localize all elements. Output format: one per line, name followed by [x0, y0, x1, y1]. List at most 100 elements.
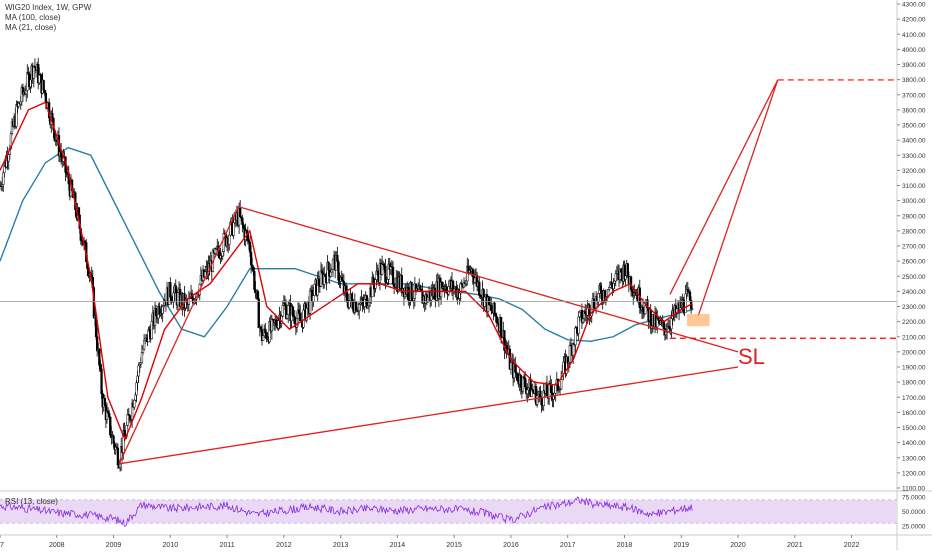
candle-body [232, 222, 235, 236]
candle-body [137, 365, 140, 377]
candle-body [106, 410, 110, 414]
candle-body [109, 416, 112, 436]
candle-body [277, 320, 280, 329]
candle-body [578, 311, 581, 318]
candle-body [42, 79, 45, 91]
candle-body [613, 280, 616, 284]
candle-body [384, 265, 387, 283]
candle-body [346, 292, 349, 303]
candle-body [285, 314, 289, 319]
candle-body [684, 293, 687, 313]
candle-body [584, 311, 587, 314]
candle-body [299, 313, 302, 322]
candle-body [169, 282, 172, 298]
candle-body [495, 316, 498, 323]
rsi-tick-label: 75.0000 [902, 494, 926, 501]
candle-body [545, 383, 549, 396]
candle-body [626, 263, 629, 277]
candle-body [136, 375, 139, 384]
y-tick-label: 2200.00 [902, 319, 926, 326]
candle-body [577, 316, 580, 334]
candle-body [257, 298, 260, 329]
candle-body [25, 90, 28, 95]
candle-body [447, 286, 450, 295]
y-tick-label: 3900.00 [902, 62, 926, 69]
candle-body [527, 387, 530, 391]
candle-body [367, 301, 371, 307]
candle-body [337, 261, 340, 281]
candle-body [108, 412, 111, 418]
candle-body [242, 224, 245, 228]
trendline [697, 79, 779, 316]
candle-body [509, 362, 513, 370]
x-tick-label: 2022 [844, 542, 860, 549]
y-tick-label: 4200.00 [902, 17, 926, 24]
candle-body [336, 255, 339, 262]
candle-body [521, 376, 525, 392]
y-tick-label: 3500.00 [902, 123, 926, 130]
y-tick-label: 1900.00 [902, 365, 926, 372]
candle-body [43, 89, 46, 94]
candle-body [320, 270, 324, 274]
candle-body [649, 309, 652, 329]
y-tick-label: 2100.00 [902, 334, 926, 341]
legend-ma100: MA (100, close) [5, 13, 61, 22]
candle-body [361, 298, 364, 304]
candle-body [366, 305, 370, 308]
candle-body [493, 302, 496, 315]
y-tick-label: 1300.00 [902, 455, 926, 462]
y-tick-label: 3700.00 [902, 92, 926, 99]
candle-body [291, 306, 294, 316]
stop-loss-annotation: SL [738, 344, 765, 369]
candle-body [264, 328, 267, 334]
candle-body [275, 319, 278, 326]
candle-body [568, 344, 572, 363]
candle-body [312, 295, 315, 302]
candle-body [228, 234, 231, 245]
candle-body [308, 290, 312, 314]
candle-body [490, 304, 493, 312]
candle-body [134, 394, 137, 401]
candle-body [330, 269, 334, 273]
candle-body [176, 292, 180, 306]
candle-body [487, 296, 491, 305]
candle-body [473, 277, 477, 283]
candle-body [465, 280, 468, 284]
candle-body [599, 285, 602, 291]
candle-body [662, 321, 665, 329]
candle-body [324, 274, 327, 278]
candle-body [126, 413, 129, 426]
x-tick-label: 2021 [787, 542, 803, 549]
candle-body [249, 251, 253, 266]
candle-body [641, 306, 645, 312]
y-tick-label: 2600.00 [902, 259, 926, 266]
candle-body [270, 319, 274, 332]
candle-body [597, 293, 600, 302]
y-tick-label: 2000.00 [902, 349, 926, 356]
candle-body [536, 395, 539, 405]
y-tick-label: 3800.00 [902, 77, 926, 84]
candle-body [144, 338, 147, 341]
candle-body [644, 305, 647, 315]
y-tick-label: 1800.00 [902, 380, 926, 387]
candle-body [614, 273, 617, 282]
candle-body [103, 397, 106, 406]
x-tick-label: 07 [0, 542, 4, 549]
candle-body [287, 305, 290, 315]
candle-body [256, 290, 259, 300]
candle-body [612, 282, 615, 289]
candle-body [458, 292, 461, 299]
y-tick-label: 2500.00 [902, 274, 926, 281]
candle-body [380, 263, 384, 275]
candle-body [241, 217, 244, 225]
y-tick-label: 3100.00 [902, 183, 926, 190]
y-tick-label: 4000.00 [902, 47, 926, 54]
candle-body [96, 336, 99, 352]
y-tick-label: 2700.00 [902, 244, 926, 251]
candle-body [688, 291, 692, 301]
candle-body [445, 286, 448, 292]
candle-body [172, 292, 175, 303]
candle-body [433, 287, 436, 300]
candle-body [44, 93, 48, 103]
y-tick-label: 2400.00 [902, 289, 926, 296]
